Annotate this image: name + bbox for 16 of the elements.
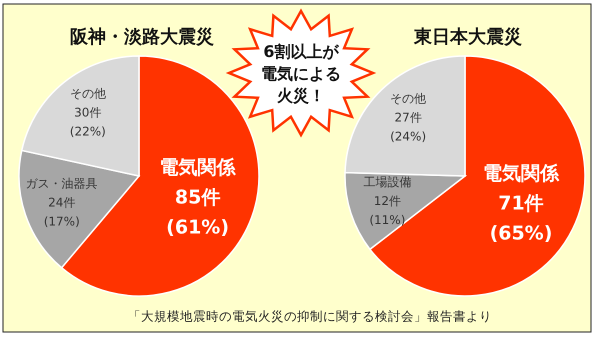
slice-label: ガス・油器具: [26, 176, 98, 190]
slice-label: その他: [390, 91, 426, 106]
data-label: 24件 (17%): [44, 195, 80, 228]
text: 6割以上が電気による火災！: [261, 42, 341, 105]
slice-label: 工場設備: [363, 175, 412, 190]
slice-label: 電気関係: [483, 162, 560, 185]
chart-title: 阪神・淡路大震災: [70, 26, 214, 48]
data-label: 27件 (24%): [390, 110, 426, 144]
slice-label: 電気関係: [160, 156, 237, 178]
slice-label: その他: [70, 86, 106, 100]
data-label: 71件 (65%): [490, 192, 552, 245]
data-label: 85件 (61%): [166, 186, 230, 238]
chart-title: 東日本大震災: [413, 26, 522, 48]
data-label: 12件 (11%): [369, 194, 406, 228]
data-label: 30件 (22%): [70, 105, 106, 138]
text: 「大規模地震時の電気火災の抑制に関する検討会」報告書より: [128, 308, 492, 324]
